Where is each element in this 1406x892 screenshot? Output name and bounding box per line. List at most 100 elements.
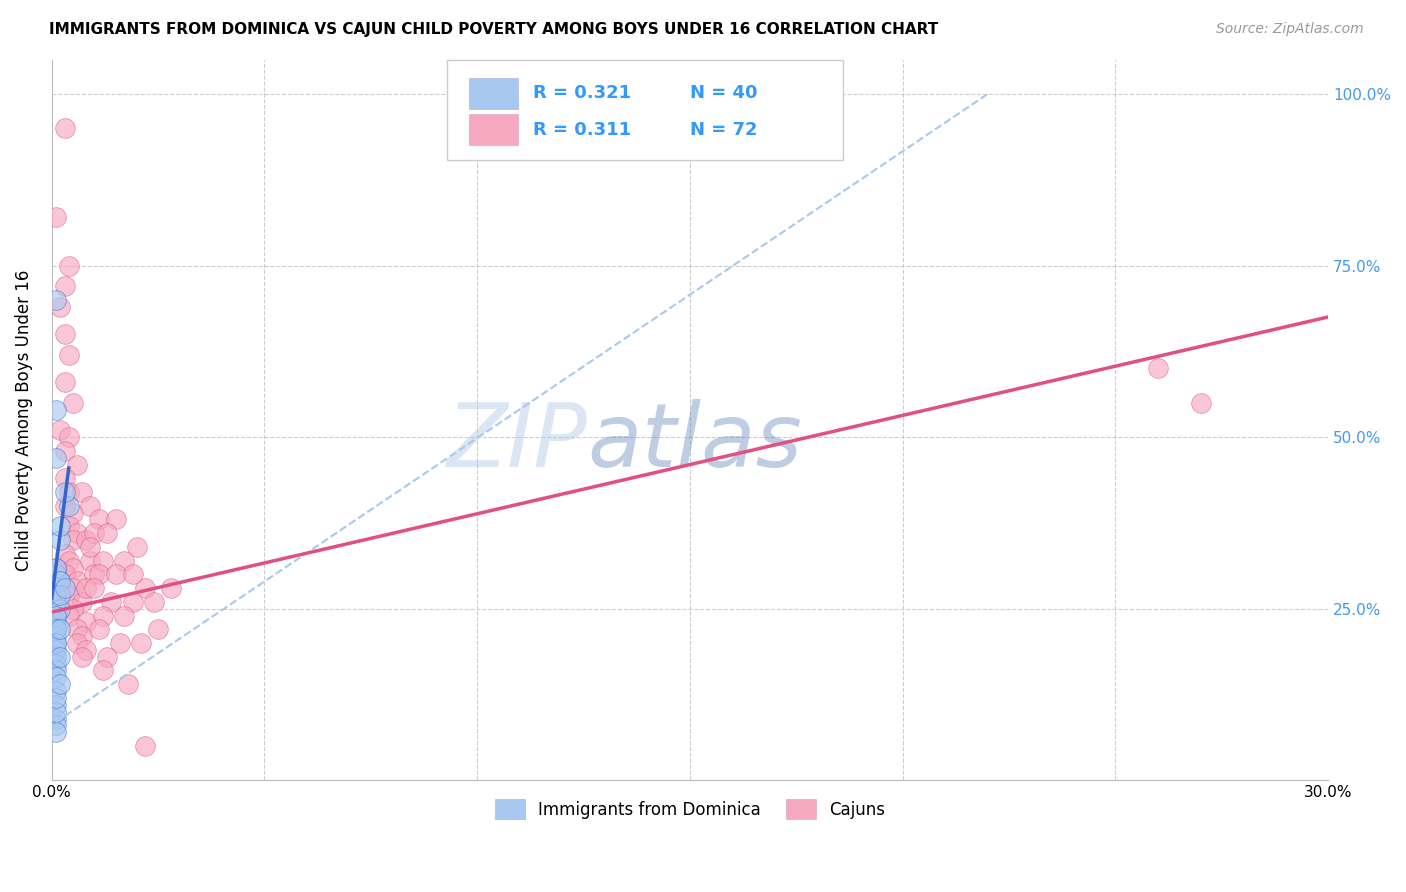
- Point: [134, 581, 156, 595]
- Point: [62, 533, 84, 547]
- Point: [58, 588, 80, 602]
- Point: [45, 712, 67, 726]
- Point: [79, 540, 101, 554]
- Point: [45, 622, 67, 636]
- Text: IMMIGRANTS FROM DOMINICA VS CAJUN CHILD POVERTY AMONG BOYS UNDER 16 CORRELATION : IMMIGRANTS FROM DOMINICA VS CAJUN CHILD …: [49, 22, 938, 37]
- Point: [58, 499, 80, 513]
- Point: [45, 581, 67, 595]
- Point: [70, 649, 93, 664]
- Point: [45, 450, 67, 465]
- Point: [134, 739, 156, 753]
- Point: [129, 636, 152, 650]
- Text: R = 0.321: R = 0.321: [533, 85, 631, 103]
- Point: [53, 581, 76, 595]
- Point: [62, 396, 84, 410]
- Point: [58, 430, 80, 444]
- Point: [45, 643, 67, 657]
- Point: [66, 574, 89, 589]
- Point: [70, 595, 93, 609]
- Legend: Immigrants from Dominica, Cajuns: Immigrants from Dominica, Cajuns: [488, 792, 891, 826]
- Point: [45, 629, 67, 643]
- Point: [87, 512, 110, 526]
- Point: [1147, 361, 1170, 376]
- Point: [45, 636, 67, 650]
- Point: [100, 595, 122, 609]
- Point: [53, 499, 76, 513]
- Point: [104, 567, 127, 582]
- Point: [108, 636, 131, 650]
- FancyBboxPatch shape: [447, 60, 844, 161]
- Point: [66, 636, 89, 650]
- Text: Source: ZipAtlas.com: Source: ZipAtlas.com: [1216, 22, 1364, 37]
- Point: [146, 622, 169, 636]
- Point: [53, 547, 76, 561]
- Point: [53, 443, 76, 458]
- Point: [75, 643, 97, 657]
- Point: [45, 705, 67, 719]
- Point: [75, 533, 97, 547]
- Text: R = 0.311: R = 0.311: [533, 120, 631, 138]
- Point: [49, 588, 72, 602]
- Point: [45, 560, 67, 574]
- Point: [1189, 396, 1212, 410]
- Text: atlas: atlas: [588, 399, 803, 484]
- Point: [62, 506, 84, 520]
- Point: [83, 526, 105, 541]
- Point: [58, 485, 80, 500]
- Point: [45, 622, 67, 636]
- Point: [75, 581, 97, 595]
- Y-axis label: Child Poverty Among Boys Under 16: Child Poverty Among Boys Under 16: [15, 269, 32, 571]
- FancyBboxPatch shape: [470, 114, 517, 145]
- Point: [87, 567, 110, 582]
- Point: [53, 121, 76, 136]
- Text: N = 40: N = 40: [690, 85, 758, 103]
- Point: [66, 458, 89, 472]
- Point: [75, 615, 97, 630]
- Point: [49, 677, 72, 691]
- Point: [45, 725, 67, 739]
- Point: [117, 677, 139, 691]
- Point: [66, 526, 89, 541]
- Point: [70, 485, 93, 500]
- Point: [53, 471, 76, 485]
- Point: [87, 622, 110, 636]
- Point: [58, 348, 80, 362]
- Point: [45, 608, 67, 623]
- Point: [45, 615, 67, 630]
- Point: [58, 519, 80, 533]
- Point: [45, 636, 67, 650]
- Point: [45, 657, 67, 671]
- Point: [49, 574, 72, 589]
- Point: [45, 402, 67, 417]
- Point: [49, 300, 72, 314]
- Point: [160, 581, 183, 595]
- Point: [45, 608, 67, 623]
- Point: [49, 519, 72, 533]
- Point: [49, 574, 72, 589]
- Point: [45, 690, 67, 705]
- Point: [53, 567, 76, 582]
- Text: ZIP: ZIP: [447, 399, 588, 484]
- Point: [66, 622, 89, 636]
- Point: [91, 608, 114, 623]
- Point: [49, 601, 72, 615]
- Point: [91, 554, 114, 568]
- Point: [45, 211, 67, 225]
- Point: [45, 293, 67, 307]
- Point: [70, 629, 93, 643]
- Point: [112, 554, 135, 568]
- Point: [45, 670, 67, 684]
- Point: [45, 698, 67, 712]
- Point: [49, 649, 72, 664]
- Point: [45, 718, 67, 732]
- Point: [79, 554, 101, 568]
- Point: [142, 595, 165, 609]
- Point: [45, 649, 67, 664]
- Point: [83, 581, 105, 595]
- Point: [49, 622, 72, 636]
- Point: [79, 499, 101, 513]
- Point: [96, 649, 118, 664]
- Point: [53, 375, 76, 389]
- Point: [45, 684, 67, 698]
- Point: [49, 533, 72, 547]
